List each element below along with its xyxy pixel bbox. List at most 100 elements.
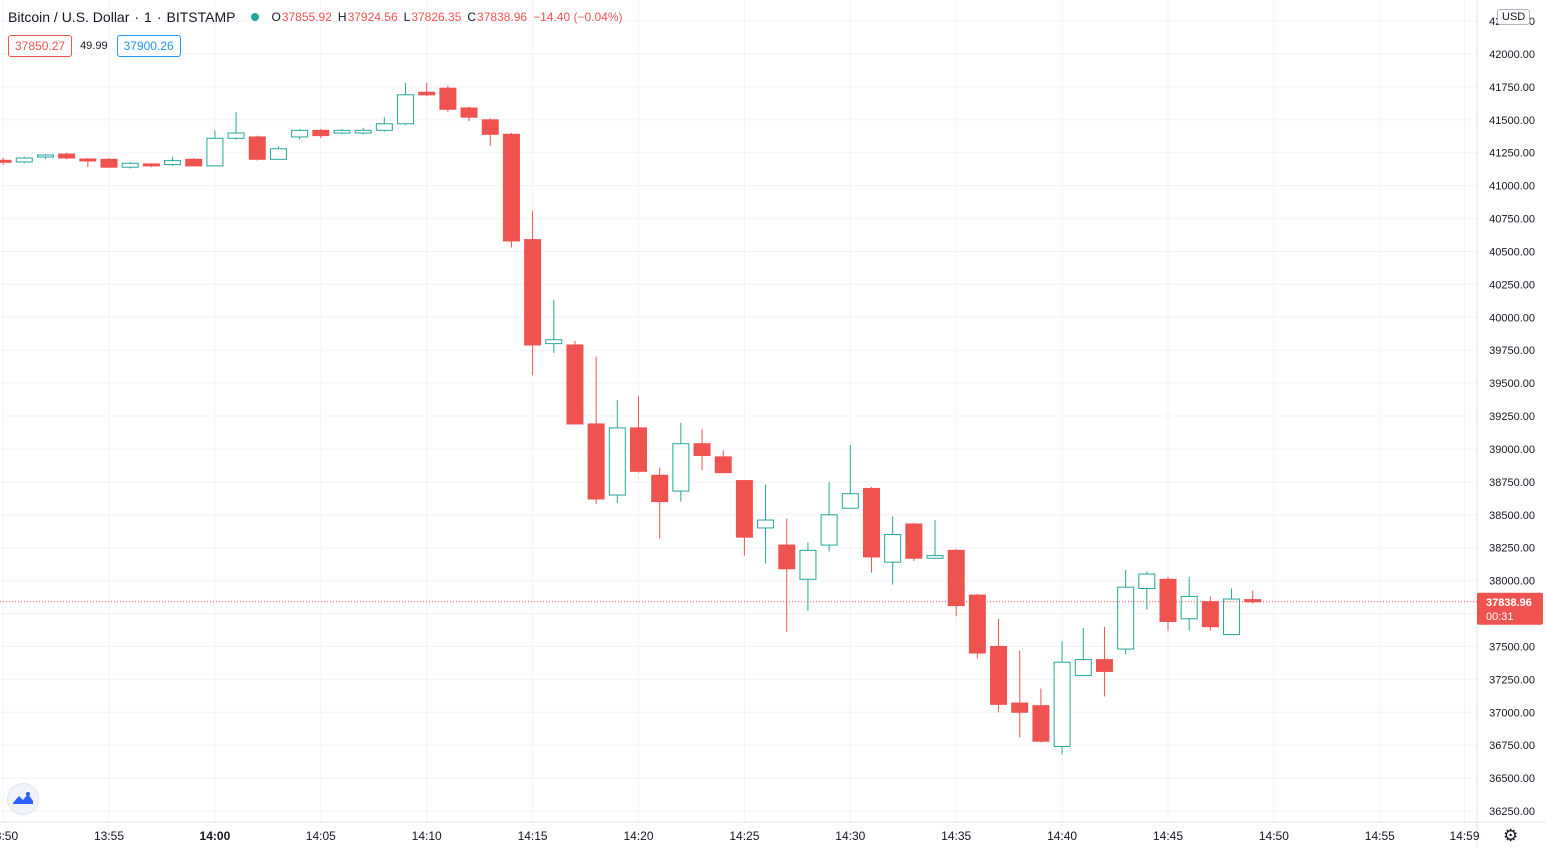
candle-body <box>990 645 1008 705</box>
candle-body <box>397 94 415 125</box>
candle <box>841 445 859 509</box>
ohlc-low: L37826.35 <box>403 10 462 24</box>
x-tick-label: 13:55 <box>94 829 124 843</box>
spread-value: 49.99 <box>80 40 108 52</box>
candle-body <box>735 480 753 538</box>
candle <box>608 400 626 503</box>
candle <box>714 450 732 474</box>
candle <box>990 618 1008 713</box>
x-tick-label: 14:40 <box>1047 829 1077 843</box>
candle <box>968 593 986 659</box>
legend-header: Bitcoin / U.S. Dollar · 1 · BITSTAMP O37… <box>8 9 623 25</box>
current-price-label <box>1477 592 1543 625</box>
candle-body <box>15 157 33 163</box>
candle-body <box>333 129 351 134</box>
candle-body <box>757 519 775 529</box>
candle-body <box>778 544 796 570</box>
tradingview-logo-icon[interactable] <box>7 783 39 815</box>
candle <box>1053 641 1071 755</box>
candle-body <box>1180 595 1198 620</box>
candle <box>545 300 563 353</box>
candle-body <box>1074 659 1092 676</box>
x-tick-label: 14:30 <box>835 829 865 843</box>
candle <box>651 467 669 539</box>
y-tick-label: 41500.00 <box>1489 115 1535 127</box>
candle <box>1074 628 1092 676</box>
candle <box>884 516 902 585</box>
y-tick-label: 36500.00 <box>1489 773 1535 785</box>
candle <box>905 522 923 561</box>
candle <box>1244 590 1262 604</box>
current-price-value: 37838.96 <box>1486 597 1532 609</box>
candle-body <box>1053 661 1071 747</box>
candle <box>820 481 838 552</box>
candle-body <box>905 523 923 559</box>
candle-body <box>947 549 965 607</box>
x-tick-label: 14:35 <box>941 829 971 843</box>
buy-button[interactable]: 37900.26 <box>116 35 181 57</box>
candle <box>333 129 351 135</box>
candle-body <box>460 107 478 118</box>
candle <box>481 118 499 147</box>
candle-body <box>566 344 584 425</box>
candle <box>121 161 139 169</box>
x-tick-label: 14:55 <box>1365 829 1395 843</box>
x-tick-label: 14:05 <box>306 829 336 843</box>
y-tick-label: 41750.00 <box>1489 82 1535 94</box>
candle-body <box>79 158 97 162</box>
time-axis[interactable]: 13:50 13:55 14:00 14:05 14:10 14:15 14:20 14:25… <box>0 829 1480 843</box>
interval-label[interactable]: 1 <box>144 9 152 25</box>
y-tick-label: 41250.00 <box>1489 148 1535 160</box>
x-tick-label: 13:50 <box>0 829 18 843</box>
candle-body <box>1095 659 1113 672</box>
y-tick-label: 40000.00 <box>1489 312 1535 324</box>
candle <box>248 135 266 161</box>
candle <box>1180 576 1198 631</box>
ohlc-close: C37838.96 <box>467 10 528 24</box>
candle <box>460 106 478 122</box>
bar-countdown: 00:31 <box>1486 611 1514 623</box>
candle-body <box>862 487 880 558</box>
x-tick-label: 14:10 <box>412 829 442 843</box>
x-tick-label: 14:45 <box>1153 829 1183 843</box>
candle-body <box>545 339 563 345</box>
candle-body <box>354 129 372 134</box>
candle-body <box>1138 573 1156 590</box>
sell-button[interactable]: 37850.27 <box>8 35 73 57</box>
symbol-name[interactable]: Bitcoin / U.S. Dollar <box>8 9 130 25</box>
candle-body <box>799 549 817 580</box>
candle-body <box>269 148 287 160</box>
candle <box>418 82 436 97</box>
candle-body <box>1201 601 1219 628</box>
candle-body <box>608 427 626 496</box>
candle <box>1095 626 1113 697</box>
candle <box>164 156 182 166</box>
candle <box>757 484 775 564</box>
currency-button[interactable]: USD <box>1497 9 1531 25</box>
gear-icon[interactable]: ⚙ <box>1503 826 1519 845</box>
candle <box>0 158 12 165</box>
candle-body <box>375 123 393 131</box>
candle <box>375 117 393 132</box>
candle <box>1032 688 1050 743</box>
candle <box>778 518 796 632</box>
candle <box>1201 596 1219 631</box>
price-axis[interactable]: 42250.0042000.0041750.0041500.0041250.00… <box>1477 16 1543 818</box>
candle-body <box>884 534 902 563</box>
candle-body <box>1117 586 1135 650</box>
candle-body <box>714 456 732 474</box>
candle-body <box>524 239 542 346</box>
candle <box>185 158 203 167</box>
y-tick-label: 40250.00 <box>1489 279 1535 291</box>
candle <box>672 422 690 502</box>
candle-body <box>841 493 859 509</box>
x-tick-label: 14:20 <box>623 829 653 843</box>
candle-body <box>926 555 944 559</box>
candle-body <box>185 158 203 167</box>
candle <box>926 520 944 559</box>
candle <box>79 158 97 168</box>
candle-body <box>1244 599 1262 603</box>
x-tick-label: 14:15 <box>518 829 548 843</box>
candle-body <box>418 91 436 96</box>
